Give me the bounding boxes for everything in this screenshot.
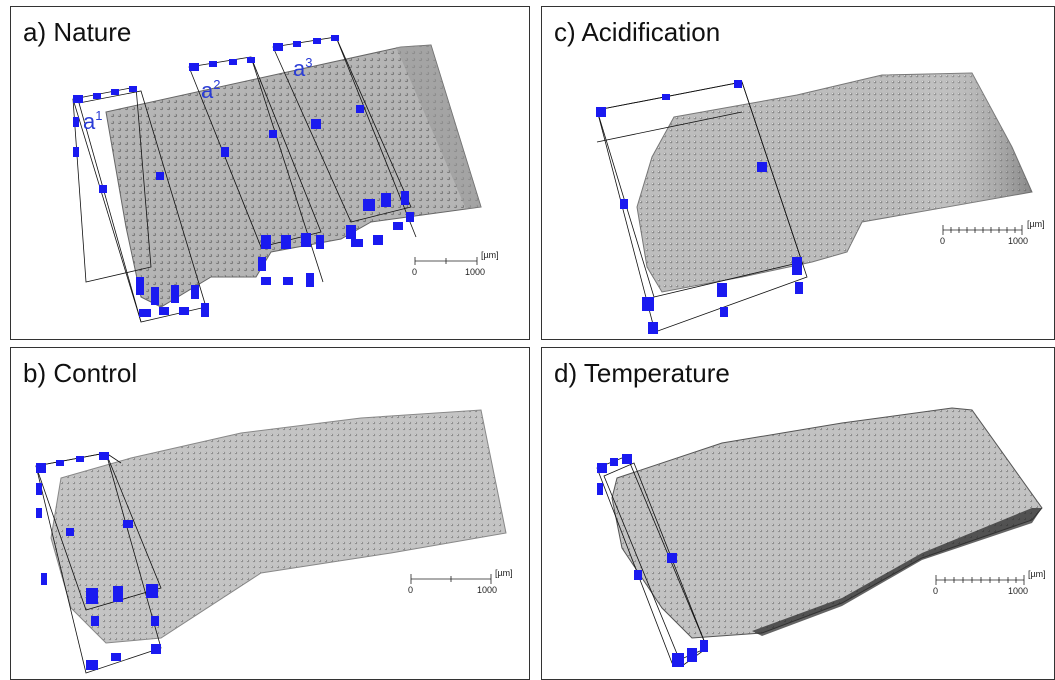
scale-unit: [µm]	[481, 250, 499, 260]
panel-control: b) Control [µm]	[10, 347, 530, 680]
scale-bar	[942, 225, 1023, 235]
selection-box-markers	[596, 80, 803, 334]
selection-box-markers	[36, 452, 161, 670]
scale-unit: [µm]	[495, 568, 513, 578]
scale-end: 1000	[1008, 586, 1028, 596]
surface-scan-nature: a1 a2 a3 [µm] 0 1000	[72, 35, 499, 323]
tissue-surface	[105, 44, 482, 308]
scale-start: 0	[412, 267, 417, 277]
surface-scan-temperature: [µm] 0 1000	[596, 407, 1046, 667]
scale-end: 1000	[1008, 236, 1028, 246]
scale-start: 0	[940, 236, 945, 246]
panel-acidification: c) Acidification	[541, 6, 1055, 340]
scale-end: 1000	[477, 585, 497, 595]
panel-title-nature: a) Nature	[23, 17, 132, 47]
panel-title-acidification: c) Acidification	[554, 17, 721, 47]
surface-scan-acidification: [µm] 0 1000	[596, 72, 1045, 334]
scale-end: 1000	[465, 267, 485, 277]
region-label-a1: a1	[83, 108, 102, 134]
panel-temperature: d) Temperature [µm] 0 10	[541, 347, 1055, 680]
selection-box-markers	[597, 454, 708, 667]
scale-unit: [µm]	[1027, 219, 1045, 229]
tissue-surface	[611, 407, 1043, 639]
scale-unit: [µm]	[1028, 569, 1046, 579]
scale-start: 0	[408, 585, 413, 595]
tissue-surface	[50, 409, 507, 644]
region-label-a2: a2	[201, 77, 220, 103]
scale-start: 0	[933, 586, 938, 596]
surface-scan-control: [µm] 0 1000	[35, 409, 513, 674]
tissue-surface	[636, 72, 1033, 293]
selection-box-markers	[73, 35, 414, 317]
region-label-a3: a3	[293, 55, 312, 81]
panel-nature: a) Nature	[10, 6, 530, 340]
panel-title-temperature: d) Temperature	[554, 358, 730, 388]
scale-bar	[410, 574, 492, 584]
panel-title-control: b) Control	[23, 358, 138, 388]
scale-bar	[414, 257, 478, 265]
scale-bar	[935, 575, 1025, 585]
